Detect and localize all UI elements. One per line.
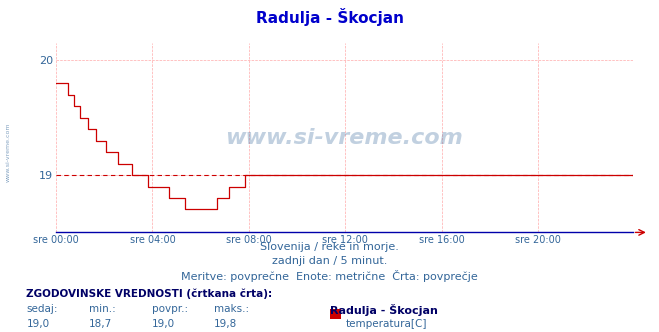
Text: povpr.:: povpr.: <box>152 304 188 314</box>
Text: 19,0: 19,0 <box>26 319 49 329</box>
Text: ZGODOVINSKE VREDNOSTI (črtkana črta):: ZGODOVINSKE VREDNOSTI (črtkana črta): <box>26 289 272 299</box>
Text: sedaj:: sedaj: <box>26 304 58 314</box>
Text: 19,8: 19,8 <box>214 319 237 329</box>
Text: Radulja - Škocjan: Radulja - Škocjan <box>256 8 403 26</box>
Text: www.si-vreme.com: www.si-vreme.com <box>5 123 11 183</box>
Text: temperatura[C]: temperatura[C] <box>345 319 427 329</box>
Text: 18,7: 18,7 <box>89 319 112 329</box>
Text: Radulja - Škocjan: Radulja - Škocjan <box>330 304 438 316</box>
Text: Meritve: povprečne  Enote: metrične  Črta: povprečje: Meritve: povprečne Enote: metrične Črta:… <box>181 270 478 282</box>
Text: www.si-vreme.com: www.si-vreme.com <box>225 128 463 148</box>
Text: zadnji dan / 5 minut.: zadnji dan / 5 minut. <box>272 256 387 266</box>
Text: 19,0: 19,0 <box>152 319 175 329</box>
Text: Slovenija / reke in morje.: Slovenija / reke in morje. <box>260 242 399 252</box>
Text: maks.:: maks.: <box>214 304 249 314</box>
Text: min.:: min.: <box>89 304 116 314</box>
